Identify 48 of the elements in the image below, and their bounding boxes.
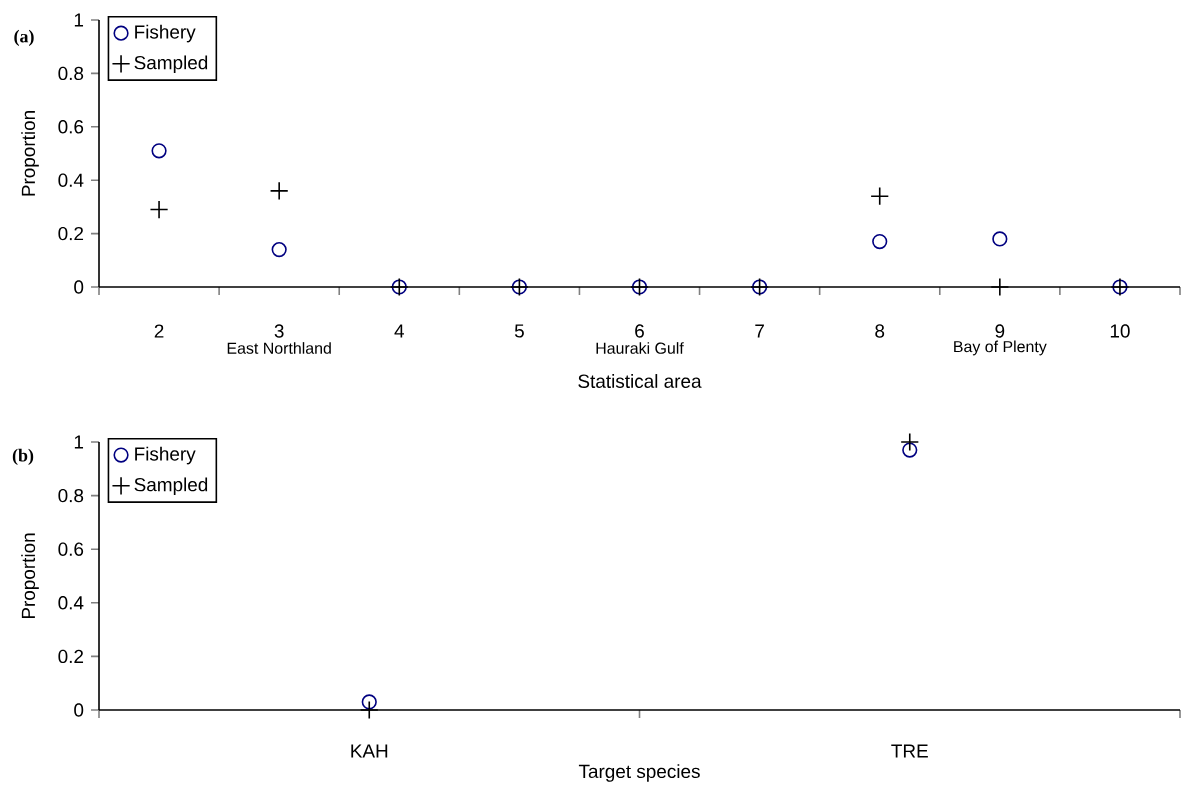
point <box>902 442 918 458</box>
y-tick-label: 0.6 <box>58 542 84 556</box>
x-axis-title: Target species <box>578 763 700 782</box>
text: (b) <box>12 448 34 465</box>
y-tick-label: 0.6 <box>58 119 84 134</box>
y-tick-label: 0.4 <box>58 595 84 610</box>
y-tick-label: 0.4 <box>58 173 84 187</box>
text: East Northland <box>227 341 331 354</box>
x-tick-label: 5 <box>514 324 524 338</box>
text: Hauraki Gulf <box>596 341 684 354</box>
x-tick-label: 4 <box>394 324 404 338</box>
y-tick-label: 1 <box>74 13 84 27</box>
y-axis-title: Proportion <box>21 533 39 618</box>
x-tick-label: 7 <box>755 324 764 338</box>
text: (a) <box>14 29 34 46</box>
x-tick-label: 10 <box>1110 324 1130 338</box>
y-tick-label: 0.8 <box>58 66 84 80</box>
y-tick-label: 0.2 <box>58 649 84 663</box>
y-tick-label: 0.2 <box>58 226 84 241</box>
legend-label: Sampled <box>134 55 208 73</box>
point <box>992 231 1008 247</box>
point <box>990 277 1010 297</box>
legend-label: Fishery <box>135 24 196 43</box>
x-tick-label: 2 <box>154 324 164 338</box>
x-tick-label: 9 <box>995 324 1005 338</box>
legend-label: Sampled <box>134 477 208 495</box>
point <box>361 694 377 710</box>
point <box>900 432 920 452</box>
x-tick-label: 6 <box>635 324 644 338</box>
point <box>149 199 169 219</box>
x-tick-label: 3 <box>274 324 284 338</box>
point <box>870 186 890 206</box>
y-axis-title: Proportion <box>21 110 39 196</box>
point <box>151 143 167 159</box>
point <box>359 700 379 720</box>
point <box>271 241 287 257</box>
y-tick-label: 1 <box>74 435 84 449</box>
legend-label: Fishery <box>135 446 196 465</box>
y-tick-label: 0.8 <box>58 488 84 503</box>
x-tick-label: 8 <box>875 324 885 338</box>
point <box>872 233 888 249</box>
point <box>269 181 289 201</box>
x-tick-label: KAH <box>351 744 388 758</box>
x-axis-title: Statistical area <box>578 373 702 388</box>
y-tick-label: 0 <box>74 280 84 294</box>
x-tick-label: TRE <box>891 744 928 758</box>
text: Bay of Plenty <box>954 340 1047 356</box>
y-tick-label: 0 <box>74 703 84 717</box>
